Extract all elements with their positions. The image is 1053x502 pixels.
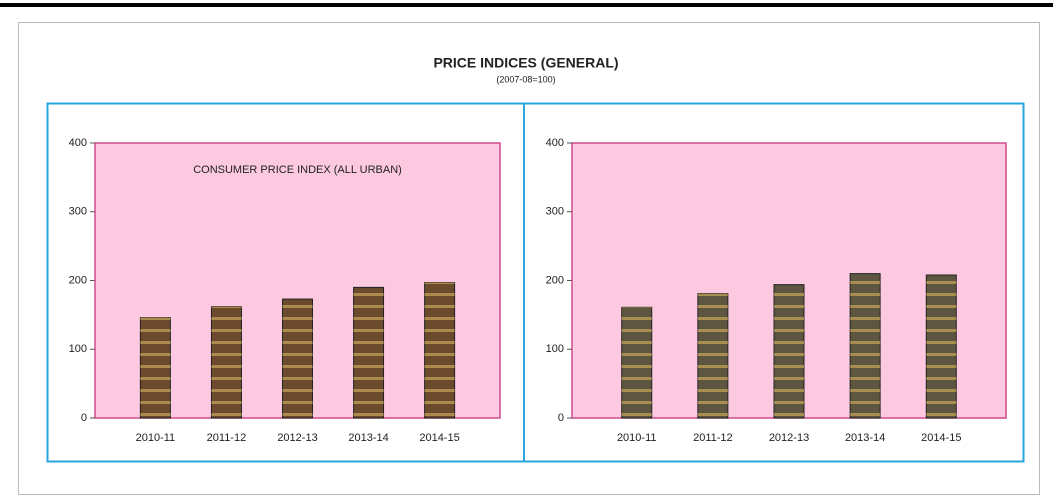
y-tick-label: 100 <box>69 343 87 355</box>
bar-texture <box>774 284 804 418</box>
x-tick-label: 2011-12 <box>693 432 733 444</box>
x-tick-label: 2013-14 <box>348 432 388 444</box>
bar-texture <box>140 317 171 418</box>
annotation: CONSUMER PRICE INDEX (ALL URBAN) <box>193 164 402 176</box>
y-tick-label: 400 <box>546 137 564 149</box>
x-tick-label: 2014-15 <box>921 432 961 444</box>
x-tick-label: 2010-11 <box>136 432 176 444</box>
bar-texture <box>211 306 242 418</box>
x-tick-label: 2012-13 <box>769 432 809 444</box>
subtitle: (2007-08=100) <box>496 74 555 84</box>
bar-texture <box>926 275 957 418</box>
x-tick-label: 2014-15 <box>419 432 459 444</box>
bar-texture <box>424 282 455 418</box>
title: PRICE INDICES (GENERAL) <box>433 55 618 71</box>
y-tick-label: 0 <box>558 412 564 424</box>
bar-texture <box>697 293 728 418</box>
frame <box>18 22 1040 495</box>
chart-box <box>46 102 1025 463</box>
y-tick-label: 100 <box>546 343 564 355</box>
top-rule <box>0 3 1053 7</box>
y-tick-label: 0 <box>81 412 87 424</box>
x-tick-label: 2010-11 <box>617 432 657 444</box>
y-tick-label: 300 <box>546 206 564 218</box>
x-tick-label: 2012-13 <box>277 432 317 444</box>
bar-texture <box>850 273 881 418</box>
x-tick-label: 2013-14 <box>845 432 885 444</box>
y-tick-label: 300 <box>69 206 87 218</box>
y-tick-label: 200 <box>69 274 87 286</box>
y-tick-label: 200 <box>546 274 564 286</box>
bar-texture <box>621 307 652 418</box>
bar-texture <box>353 287 384 418</box>
y-tick-label: 400 <box>69 137 87 149</box>
x-tick-label: 2011-12 <box>207 432 247 444</box>
bar-texture <box>282 299 313 418</box>
